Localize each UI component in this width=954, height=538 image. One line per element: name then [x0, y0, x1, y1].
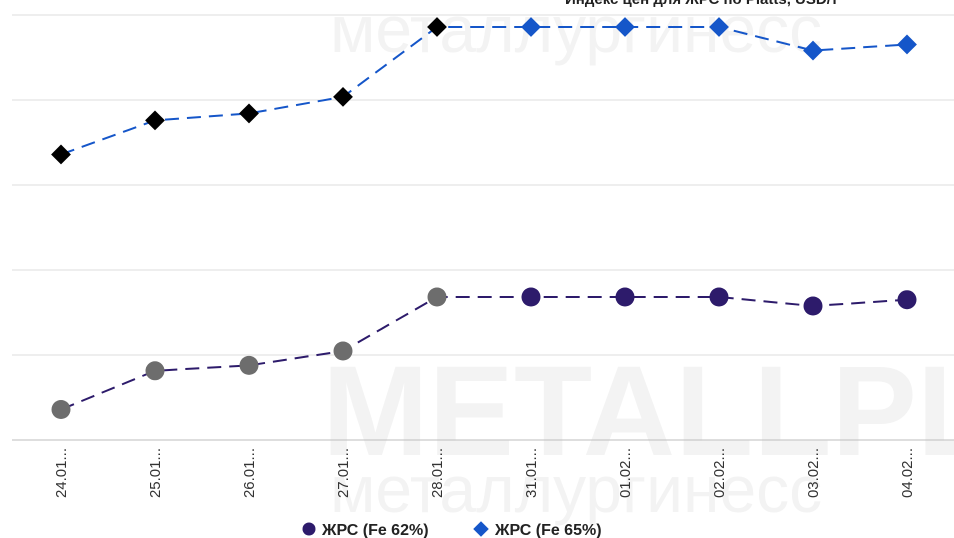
x-tick-label: 03.02...: [805, 448, 822, 498]
watermark-subtitle-bottom: металлургинесс: [330, 452, 822, 526]
data-point: [897, 34, 917, 55]
watermark-subtitle-top: металлургинесс: [330, 0, 822, 66]
data-point: [145, 361, 165, 381]
data-point: [239, 355, 259, 375]
data-point: [427, 17, 447, 37]
data-point: [521, 287, 541, 307]
series-fe62: [51, 287, 917, 419]
legend-marker-fe62: [302, 522, 316, 536]
x-tick-label: 24.01...: [53, 448, 70, 498]
data-point: [333, 341, 353, 361]
x-axis-ticks: 24.01... 25.01... 26.01... 27.01... 28.01...…: [53, 448, 916, 498]
chart-title: Индекс цен для ЖРС по Platts, USD/т: [565, 0, 838, 8]
watermark-brand: METALLPL: [322, 340, 954, 483]
x-tick-label: 31.01...: [523, 448, 540, 498]
series-line: [60, 296, 908, 411]
x-tick-label: 04.02...: [899, 448, 916, 498]
x-tick-label: 26.01...: [241, 448, 258, 498]
x-tick-label: 02.02...: [711, 448, 728, 498]
x-tick-label: 25.01...: [147, 448, 164, 498]
series-line: [60, 26, 908, 156]
data-point: [803, 296, 823, 316]
data-point: [709, 287, 729, 307]
legend-label-fe62: ЖРС (Fe 62%): [321, 522, 429, 538]
data-point: [333, 86, 353, 107]
data-point: [239, 103, 259, 124]
x-tick-label: 28.01...: [429, 448, 446, 498]
legend-label-fe65: ЖРС (Fe 65%): [494, 522, 602, 538]
gridlines: [12, 14, 954, 441]
data-point: [615, 287, 635, 307]
data-point: [51, 400, 71, 419]
data-point: [51, 144, 71, 165]
watermark: металлургинесс METALLPL металлургинесс: [322, 0, 954, 526]
x-tick-label: 27.01...: [335, 448, 352, 498]
data-point: [145, 110, 165, 131]
data-point: [427, 287, 447, 307]
x-tick-label: 01.02...: [617, 448, 634, 498]
data-point: [897, 290, 917, 310]
